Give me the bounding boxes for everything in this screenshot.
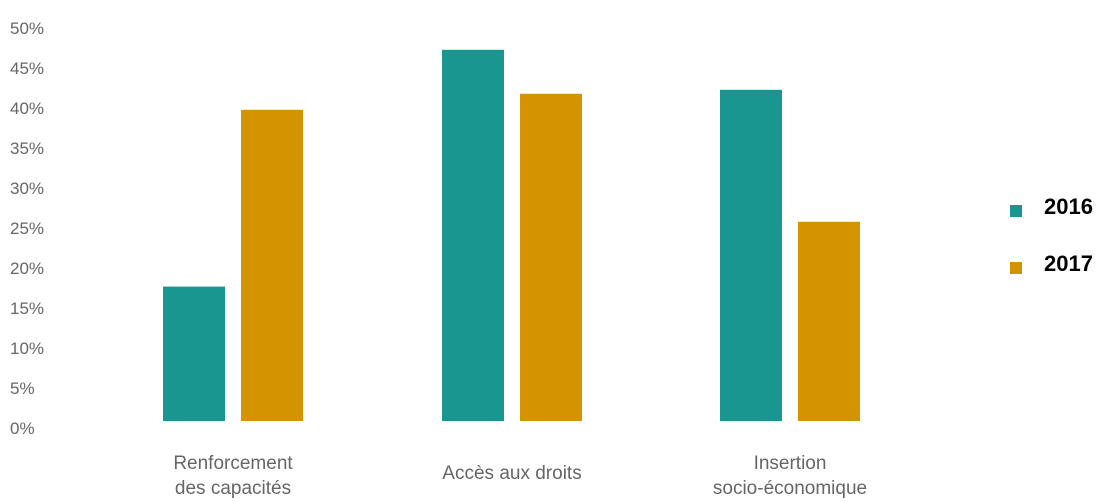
y-tick-label: 10% bbox=[10, 339, 44, 358]
plot-area bbox=[163, 49, 860, 422]
category-label: socio-économique bbox=[713, 478, 867, 499]
y-tick-label: 15% bbox=[10, 299, 44, 318]
y-tick-label: 45% bbox=[10, 59, 44, 78]
category-label: Accès aux droits bbox=[442, 463, 581, 484]
y-axis: 0% 5% 10% 15% 20% 25% 30% 35% 40% 45% 50% bbox=[10, 19, 44, 438]
category-label: Insertion bbox=[754, 453, 827, 474]
y-tick-label: 30% bbox=[10, 179, 44, 198]
y-tick-label: 40% bbox=[10, 99, 44, 118]
category-label: des capacités bbox=[175, 478, 291, 499]
bar-2017-0 bbox=[241, 109, 303, 422]
x-axis: Renforcement des capacités Accès aux droit… bbox=[173, 453, 867, 499]
legend-swatch-2017 bbox=[1010, 262, 1022, 274]
y-tick-label: 20% bbox=[10, 259, 44, 278]
y-tick-label: 25% bbox=[10, 219, 44, 238]
legend-label-2016: 2016 bbox=[1044, 194, 1093, 219]
y-tick-label: 35% bbox=[10, 139, 44, 158]
bar-2016-0 bbox=[163, 286, 225, 421]
bar-2016-1 bbox=[442, 49, 504, 422]
y-tick-label: 0% bbox=[10, 419, 35, 438]
legend: 2016 2017 bbox=[1010, 194, 1093, 276]
category-label: Renforcement bbox=[173, 453, 293, 474]
legend-swatch-2016 bbox=[1010, 205, 1022, 217]
y-tick-label: 50% bbox=[10, 19, 44, 38]
legend-label-2017: 2017 bbox=[1044, 251, 1093, 276]
bar-2016-2 bbox=[720, 89, 782, 422]
bar-2017-2 bbox=[798, 221, 860, 421]
bar-2017-1 bbox=[520, 93, 582, 422]
y-tick-label: 5% bbox=[10, 379, 35, 398]
